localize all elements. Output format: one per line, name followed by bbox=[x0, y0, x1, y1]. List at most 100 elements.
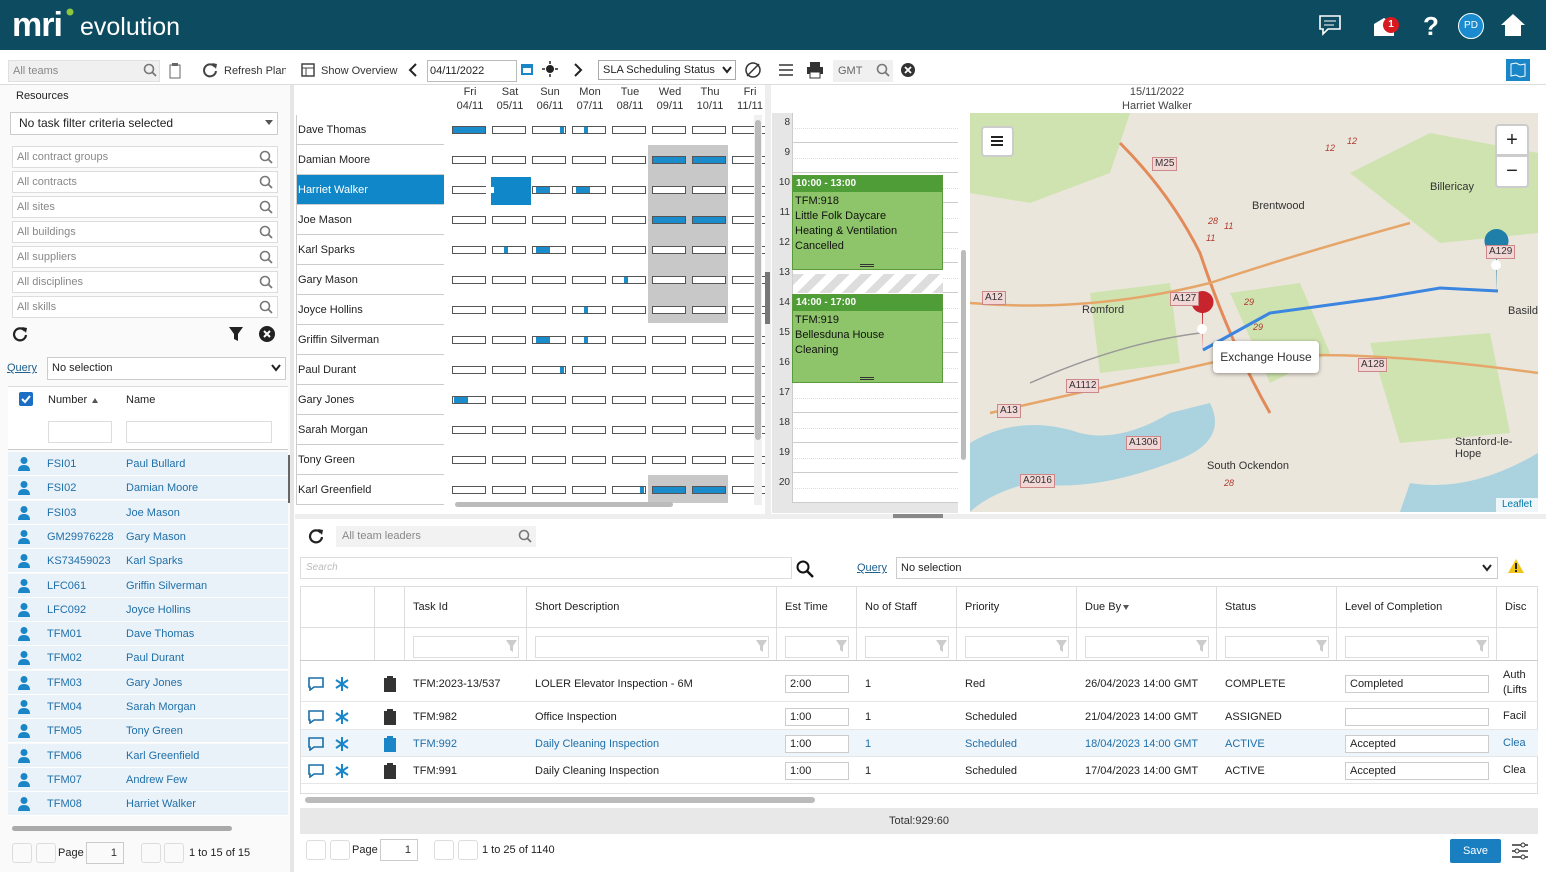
search-icon[interactable] bbox=[259, 225, 273, 239]
day-slot[interactable] bbox=[572, 246, 606, 254]
status-view-select[interactable]: SLA Scheduling Status bbox=[598, 60, 736, 80]
day-slot[interactable] bbox=[652, 426, 686, 434]
search-input[interactable]: Search bbox=[300, 557, 792, 579]
day-slot[interactable] bbox=[652, 336, 686, 344]
day-slot[interactable] bbox=[532, 276, 566, 284]
est-time-input[interactable]: 1:00 bbox=[785, 762, 849, 780]
query-label[interactable]: Query bbox=[7, 360, 41, 376]
prev-button[interactable] bbox=[407, 62, 419, 78]
show-overview[interactable]: Show Overview bbox=[321, 60, 401, 82]
day-slot[interactable] bbox=[452, 156, 486, 164]
filter-input[interactable]: All disciplines bbox=[12, 271, 278, 293]
completion-input[interactable] bbox=[1345, 708, 1489, 726]
pager-last[interactable] bbox=[458, 840, 478, 860]
column-header[interactable]: No of Staff bbox=[865, 597, 955, 617]
clipboard-icon[interactable] bbox=[384, 676, 396, 692]
search-icon[interactable] bbox=[259, 250, 273, 264]
save-button[interactable]: Save bbox=[1450, 839, 1501, 863]
day-slot[interactable] bbox=[612, 216, 646, 224]
day-slot[interactable] bbox=[452, 366, 486, 374]
day-slot[interactable] bbox=[572, 306, 606, 314]
help-button[interactable]: ? bbox=[1420, 10, 1442, 42]
day-slot[interactable] bbox=[452, 336, 486, 344]
search-icon[interactable] bbox=[259, 275, 273, 289]
filter-input[interactable]: All contract groups bbox=[12, 146, 278, 168]
query-select[interactable]: No selection bbox=[47, 357, 286, 380]
home-icon[interactable] bbox=[1500, 13, 1526, 37]
comment-icon[interactable] bbox=[308, 710, 324, 724]
day-slot[interactable] bbox=[652, 186, 686, 194]
team-filter[interactable]: All teams bbox=[8, 60, 160, 82]
asterisk-icon[interactable] bbox=[334, 676, 350, 692]
refresh-icon[interactable] bbox=[308, 528, 324, 544]
day-slot[interactable] bbox=[452, 246, 486, 254]
search-icon[interactable] bbox=[518, 529, 532, 543]
day-slot[interactable] bbox=[492, 126, 526, 134]
day-slot[interactable] bbox=[452, 486, 486, 494]
zoom-out[interactable]: − bbox=[1495, 156, 1529, 188]
day-slot[interactable] bbox=[612, 156, 646, 164]
day-slot[interactable] bbox=[492, 156, 526, 164]
asterisk-icon[interactable] bbox=[334, 736, 350, 752]
day-slot[interactable] bbox=[452, 426, 486, 434]
print-icon[interactable] bbox=[806, 61, 824, 79]
day-slot[interactable] bbox=[652, 306, 686, 314]
user-avatar[interactable]: PD bbox=[1458, 13, 1484, 39]
day-slot[interactable] bbox=[612, 246, 646, 254]
search-icon[interactable] bbox=[876, 63, 890, 77]
completion-input[interactable]: Accepted bbox=[1345, 762, 1489, 780]
pager-first[interactable] bbox=[306, 840, 326, 860]
day-slot[interactable] bbox=[612, 186, 646, 194]
column-header[interactable]: Priority bbox=[965, 597, 1075, 617]
day-slot[interactable] bbox=[532, 396, 566, 404]
menu-icon[interactable] bbox=[991, 135, 1003, 147]
pager-page[interactable]: 1 bbox=[86, 842, 124, 864]
map-attribution[interactable]: Leaflet bbox=[1496, 498, 1538, 512]
map-toggle[interactable] bbox=[1506, 59, 1530, 81]
filter-off-icon[interactable] bbox=[744, 61, 762, 79]
column-filter[interactable] bbox=[1225, 636, 1329, 658]
column-header[interactable]: Disc bbox=[1505, 597, 1536, 617]
day-slot[interactable] bbox=[492, 336, 526, 344]
day-slot[interactable] bbox=[572, 336, 606, 344]
search-icon[interactable] bbox=[259, 200, 273, 214]
day-slot[interactable] bbox=[692, 396, 726, 404]
day-slot[interactable] bbox=[652, 246, 686, 254]
pager-page[interactable]: 1 bbox=[380, 839, 418, 861]
day-slot[interactable] bbox=[612, 126, 646, 134]
day-slot[interactable] bbox=[572, 486, 606, 494]
day-slot[interactable] bbox=[652, 366, 686, 374]
query-select[interactable]: No selection bbox=[896, 557, 1498, 579]
filter-input[interactable]: All suppliers bbox=[12, 246, 278, 268]
est-time-input[interactable]: 1:00 bbox=[785, 708, 849, 726]
day-slot[interactable] bbox=[572, 216, 606, 224]
pager-next[interactable] bbox=[141, 843, 161, 863]
column-filter[interactable] bbox=[413, 636, 519, 658]
sun-icon[interactable] bbox=[542, 61, 558, 77]
search-icon[interactable] bbox=[143, 63, 157, 77]
day-slot[interactable] bbox=[692, 366, 726, 374]
column-filter[interactable] bbox=[1085, 636, 1209, 658]
completion-input[interactable]: Accepted bbox=[1345, 735, 1489, 753]
day-slot[interactable] bbox=[612, 396, 646, 404]
day-slot[interactable] bbox=[652, 276, 686, 284]
comment-icon[interactable] bbox=[308, 737, 324, 751]
day-slot[interactable] bbox=[452, 456, 486, 464]
clipboard-icon[interactable] bbox=[384, 709, 396, 725]
refresh-plan[interactable]: Refresh Plan bbox=[224, 60, 286, 82]
day-slot[interactable] bbox=[692, 306, 726, 314]
calendar-icon[interactable] bbox=[520, 62, 534, 76]
day-slot[interactable] bbox=[572, 456, 606, 464]
completion-input[interactable]: Completed bbox=[1345, 675, 1489, 693]
filter-input[interactable]: All sites bbox=[12, 196, 278, 218]
est-time-input[interactable]: 2:00 bbox=[785, 675, 849, 693]
column-header[interactable]: Due By bbox=[1085, 597, 1215, 617]
day-slot[interactable] bbox=[652, 126, 686, 134]
clear-timezone[interactable] bbox=[901, 63, 915, 77]
column-header[interactable]: Name bbox=[126, 391, 206, 409]
pager-first[interactable] bbox=[12, 843, 32, 863]
select-all-checkbox[interactable] bbox=[19, 392, 33, 406]
column-filter[interactable] bbox=[535, 636, 769, 658]
day-slot[interactable] bbox=[492, 276, 526, 284]
refresh-icon[interactable] bbox=[202, 62, 218, 78]
